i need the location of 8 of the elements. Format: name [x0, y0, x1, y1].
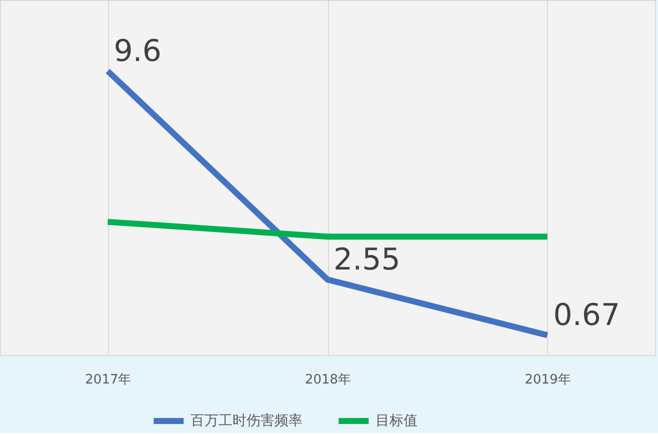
- x-tick-label: 2019年: [524, 372, 571, 388]
- data-label: 0.67: [553, 298, 620, 334]
- data-label: 2.55: [334, 242, 400, 278]
- x-tick-label: 2018年: [304, 372, 352, 388]
- legend-label: 百万工时伤害频率: [190, 413, 303, 429]
- data-label: 9.6: [114, 34, 162, 69]
- legend-label: 目标值: [376, 413, 418, 429]
- x-tick-label: 2017年: [85, 372, 132, 388]
